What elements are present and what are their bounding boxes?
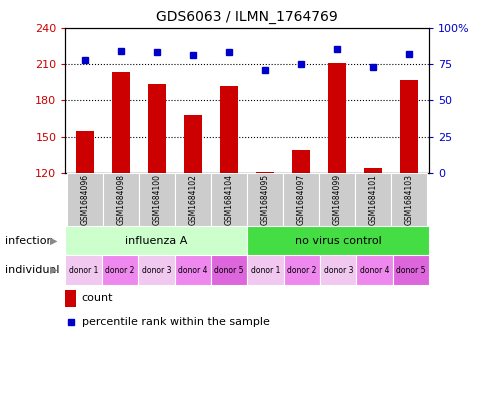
- Text: GSM1684103: GSM1684103: [404, 174, 413, 225]
- Text: percentile rank within the sample: percentile rank within the sample: [82, 317, 269, 327]
- Bar: [112, 72, 130, 173]
- Bar: [283, 255, 319, 285]
- Bar: [356, 255, 392, 285]
- Text: donor 4: donor 4: [178, 266, 207, 275]
- Title: GDS6063 / ILMN_1764769: GDS6063 / ILMN_1764769: [156, 10, 337, 24]
- Text: donor 3: donor 3: [323, 266, 352, 275]
- Text: GSM1684100: GSM1684100: [152, 174, 162, 225]
- Text: count: count: [82, 293, 113, 303]
- Bar: [392, 255, 428, 285]
- Bar: [103, 173, 139, 226]
- Bar: [65, 290, 76, 307]
- Bar: [211, 173, 247, 226]
- Bar: [148, 84, 166, 173]
- Bar: [319, 255, 356, 285]
- Text: GSM1684097: GSM1684097: [296, 174, 305, 225]
- Bar: [247, 173, 283, 226]
- Bar: [65, 226, 247, 255]
- Text: donor 2: donor 2: [287, 266, 316, 275]
- Text: GSM1684099: GSM1684099: [332, 174, 341, 225]
- Text: GSM1684104: GSM1684104: [225, 174, 233, 225]
- Bar: [67, 173, 103, 226]
- Bar: [256, 172, 274, 173]
- Text: ▶: ▶: [49, 265, 57, 275]
- Text: GSM1684101: GSM1684101: [368, 174, 377, 225]
- Bar: [102, 255, 138, 285]
- Text: influenza A: influenza A: [125, 236, 187, 246]
- Bar: [139, 173, 175, 226]
- Bar: [211, 255, 247, 285]
- Text: no virus control: no virus control: [294, 236, 381, 246]
- Bar: [400, 80, 418, 173]
- Bar: [76, 130, 94, 173]
- Text: donor 5: donor 5: [395, 266, 425, 275]
- Bar: [184, 115, 202, 173]
- Text: donor 3: donor 3: [141, 266, 171, 275]
- Text: GSM1684102: GSM1684102: [188, 174, 197, 225]
- Text: donor 1: donor 1: [250, 266, 280, 275]
- Text: GSM1684096: GSM1684096: [81, 174, 90, 225]
- Text: GSM1684095: GSM1684095: [260, 174, 269, 225]
- Text: donor 2: donor 2: [105, 266, 135, 275]
- Text: donor 4: donor 4: [359, 266, 389, 275]
- Bar: [391, 173, 426, 226]
- Text: ▶: ▶: [49, 236, 57, 246]
- Text: GSM1684098: GSM1684098: [117, 174, 125, 225]
- Text: infection: infection: [5, 236, 53, 246]
- Text: donor 5: donor 5: [214, 266, 243, 275]
- Bar: [247, 255, 283, 285]
- Bar: [65, 255, 102, 285]
- Text: individual: individual: [5, 265, 59, 275]
- Bar: [355, 173, 391, 226]
- Bar: [138, 255, 174, 285]
- Bar: [220, 86, 238, 173]
- Bar: [283, 173, 319, 226]
- Bar: [292, 150, 310, 173]
- Bar: [174, 255, 211, 285]
- Bar: [319, 173, 355, 226]
- Bar: [175, 173, 211, 226]
- Bar: [363, 168, 381, 173]
- Bar: [328, 62, 346, 173]
- Bar: [247, 226, 428, 255]
- Text: donor 1: donor 1: [69, 266, 98, 275]
